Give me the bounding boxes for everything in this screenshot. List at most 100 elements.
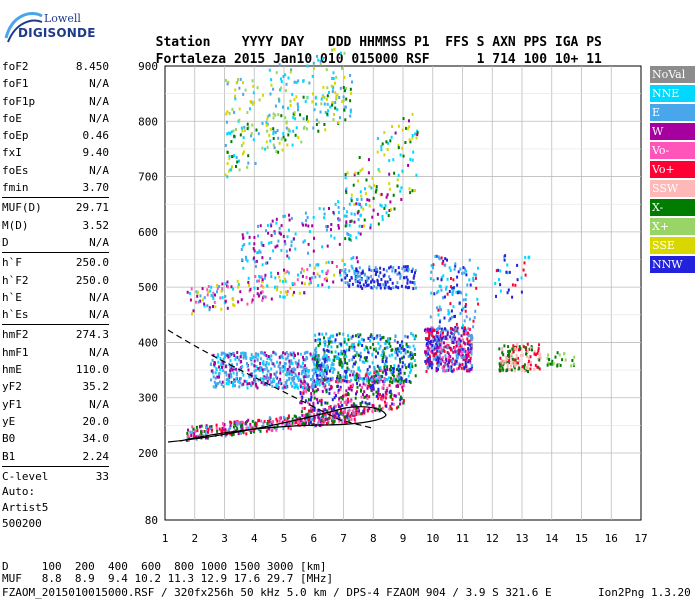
echo-point (508, 270, 511, 274)
echo-point (267, 231, 270, 235)
echo-point (324, 128, 327, 132)
echo-point (284, 138, 287, 142)
echo-point (247, 154, 250, 158)
echo-point (430, 326, 433, 330)
echo-point (260, 275, 263, 279)
echo-point (370, 269, 373, 272)
echo-point (224, 79, 227, 82)
echo-point (378, 395, 381, 399)
echo-point (456, 283, 459, 287)
x-tick-label: 8 (370, 532, 377, 545)
legend-item: NNW (650, 256, 695, 273)
echo-point (307, 383, 310, 387)
echo-point (461, 271, 464, 275)
echo-point (253, 430, 256, 434)
echo-point (522, 268, 525, 272)
echo-point (315, 123, 318, 126)
param-name: hmE (2, 363, 22, 377)
echo-point (514, 358, 517, 362)
echo-point (363, 348, 366, 352)
echo-point (573, 355, 576, 359)
echo-point (456, 342, 459, 346)
echo-point (297, 105, 299, 109)
echo-point (228, 155, 231, 159)
echo-point (316, 358, 319, 362)
echo-point (260, 280, 263, 284)
echo-point (265, 361, 268, 364)
echo-point (239, 381, 242, 385)
echo-point (297, 108, 299, 112)
echo-point (507, 288, 510, 292)
echo-point (454, 347, 457, 351)
echo-point (330, 407, 333, 411)
echo-point (206, 288, 209, 292)
echo-point (392, 286, 395, 290)
x-tick-label: 12 (486, 532, 499, 545)
echo-point (344, 410, 347, 414)
echo-point (246, 364, 249, 368)
echo-point (240, 420, 243, 424)
echo-point (289, 381, 292, 385)
echo-point (390, 392, 393, 396)
echo-point (440, 278, 443, 282)
echo-point (297, 362, 300, 366)
echo-point (302, 95, 305, 99)
echo-point (334, 106, 337, 110)
echo-point (308, 282, 311, 286)
echo-point (514, 283, 517, 287)
echo-point (358, 278, 361, 282)
echo-point (521, 365, 524, 369)
param-value: N/A (89, 290, 109, 304)
echo-point (232, 303, 235, 307)
hdr-value-day: Jan10 (273, 52, 313, 67)
echo-point (447, 312, 450, 316)
echo-point (281, 365, 284, 369)
echo-point (443, 369, 446, 373)
echo-point (278, 381, 281, 384)
echo-point (272, 143, 275, 147)
echo-point (380, 394, 383, 398)
echo-point (355, 236, 358, 240)
echo-point (400, 284, 403, 288)
echo-point (472, 319, 475, 323)
echo-point (380, 354, 383, 357)
echo-point (224, 434, 227, 438)
echo-point (372, 385, 375, 389)
echo-point (365, 202, 368, 206)
echo-point (539, 356, 542, 360)
echo-point (393, 364, 396, 368)
echo-point (460, 356, 463, 359)
echo-point (355, 409, 358, 413)
echo-point (305, 413, 308, 417)
echo-point (354, 270, 357, 274)
echo-point (275, 375, 277, 379)
echo-point (245, 257, 248, 261)
echo-point (223, 428, 226, 432)
echo-point (272, 112, 275, 116)
echo-point (454, 262, 457, 266)
echo-point (463, 347, 466, 351)
echo-point (388, 159, 391, 163)
echo-point (254, 377, 257, 381)
echo-point (279, 368, 282, 372)
echo-point (438, 284, 441, 288)
echo-point (463, 366, 466, 370)
echo-point (266, 115, 269, 119)
echo-point (500, 358, 503, 362)
echo-point (287, 127, 290, 131)
echo-point (446, 292, 449, 296)
echo-point (413, 274, 416, 278)
echo-point (414, 286, 417, 290)
echo-point (272, 362, 275, 366)
x-tick-label: 15 (575, 532, 588, 545)
echo-point (273, 230, 276, 234)
echo-point (270, 297, 273, 301)
echo-point (276, 288, 279, 292)
echo-point (233, 154, 236, 158)
echo-point (400, 198, 403, 201)
echo-point (396, 353, 399, 357)
echo-point (343, 89, 346, 93)
echo-point (394, 350, 397, 354)
echo-point (239, 424, 242, 428)
echo-point (379, 193, 382, 197)
